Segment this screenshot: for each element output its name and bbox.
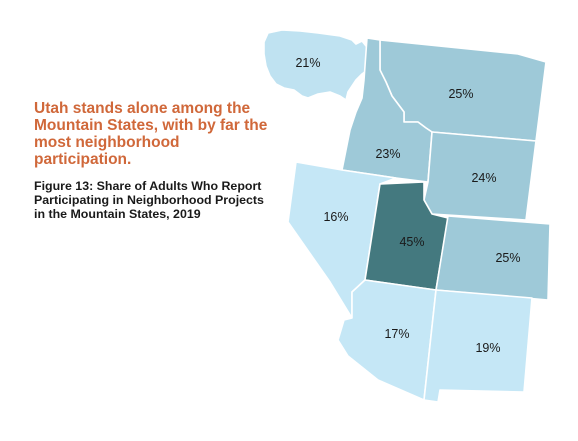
value-utah: 45% (399, 235, 424, 249)
us-map-shape (263, 29, 377, 101)
value-colorado: 25% (495, 251, 520, 265)
figure-title: Figure 13: Share of Adults Who Report Pa… (34, 179, 264, 221)
value-nevada: 16% (323, 210, 348, 224)
value-idaho: 23% (375, 147, 400, 161)
value-montana: 25% (448, 87, 473, 101)
value-arizona: 17% (384, 327, 409, 341)
state-colorado (435, 215, 551, 301)
value-new-mexico: 19% (475, 341, 500, 355)
headline: Utah stands alone among the Mountain Sta… (34, 100, 268, 168)
state-new-mexico (423, 289, 533, 403)
value-wyoming: 24% (471, 171, 496, 185)
state-idaho (341, 37, 433, 183)
value-us: 21% (295, 56, 320, 70)
